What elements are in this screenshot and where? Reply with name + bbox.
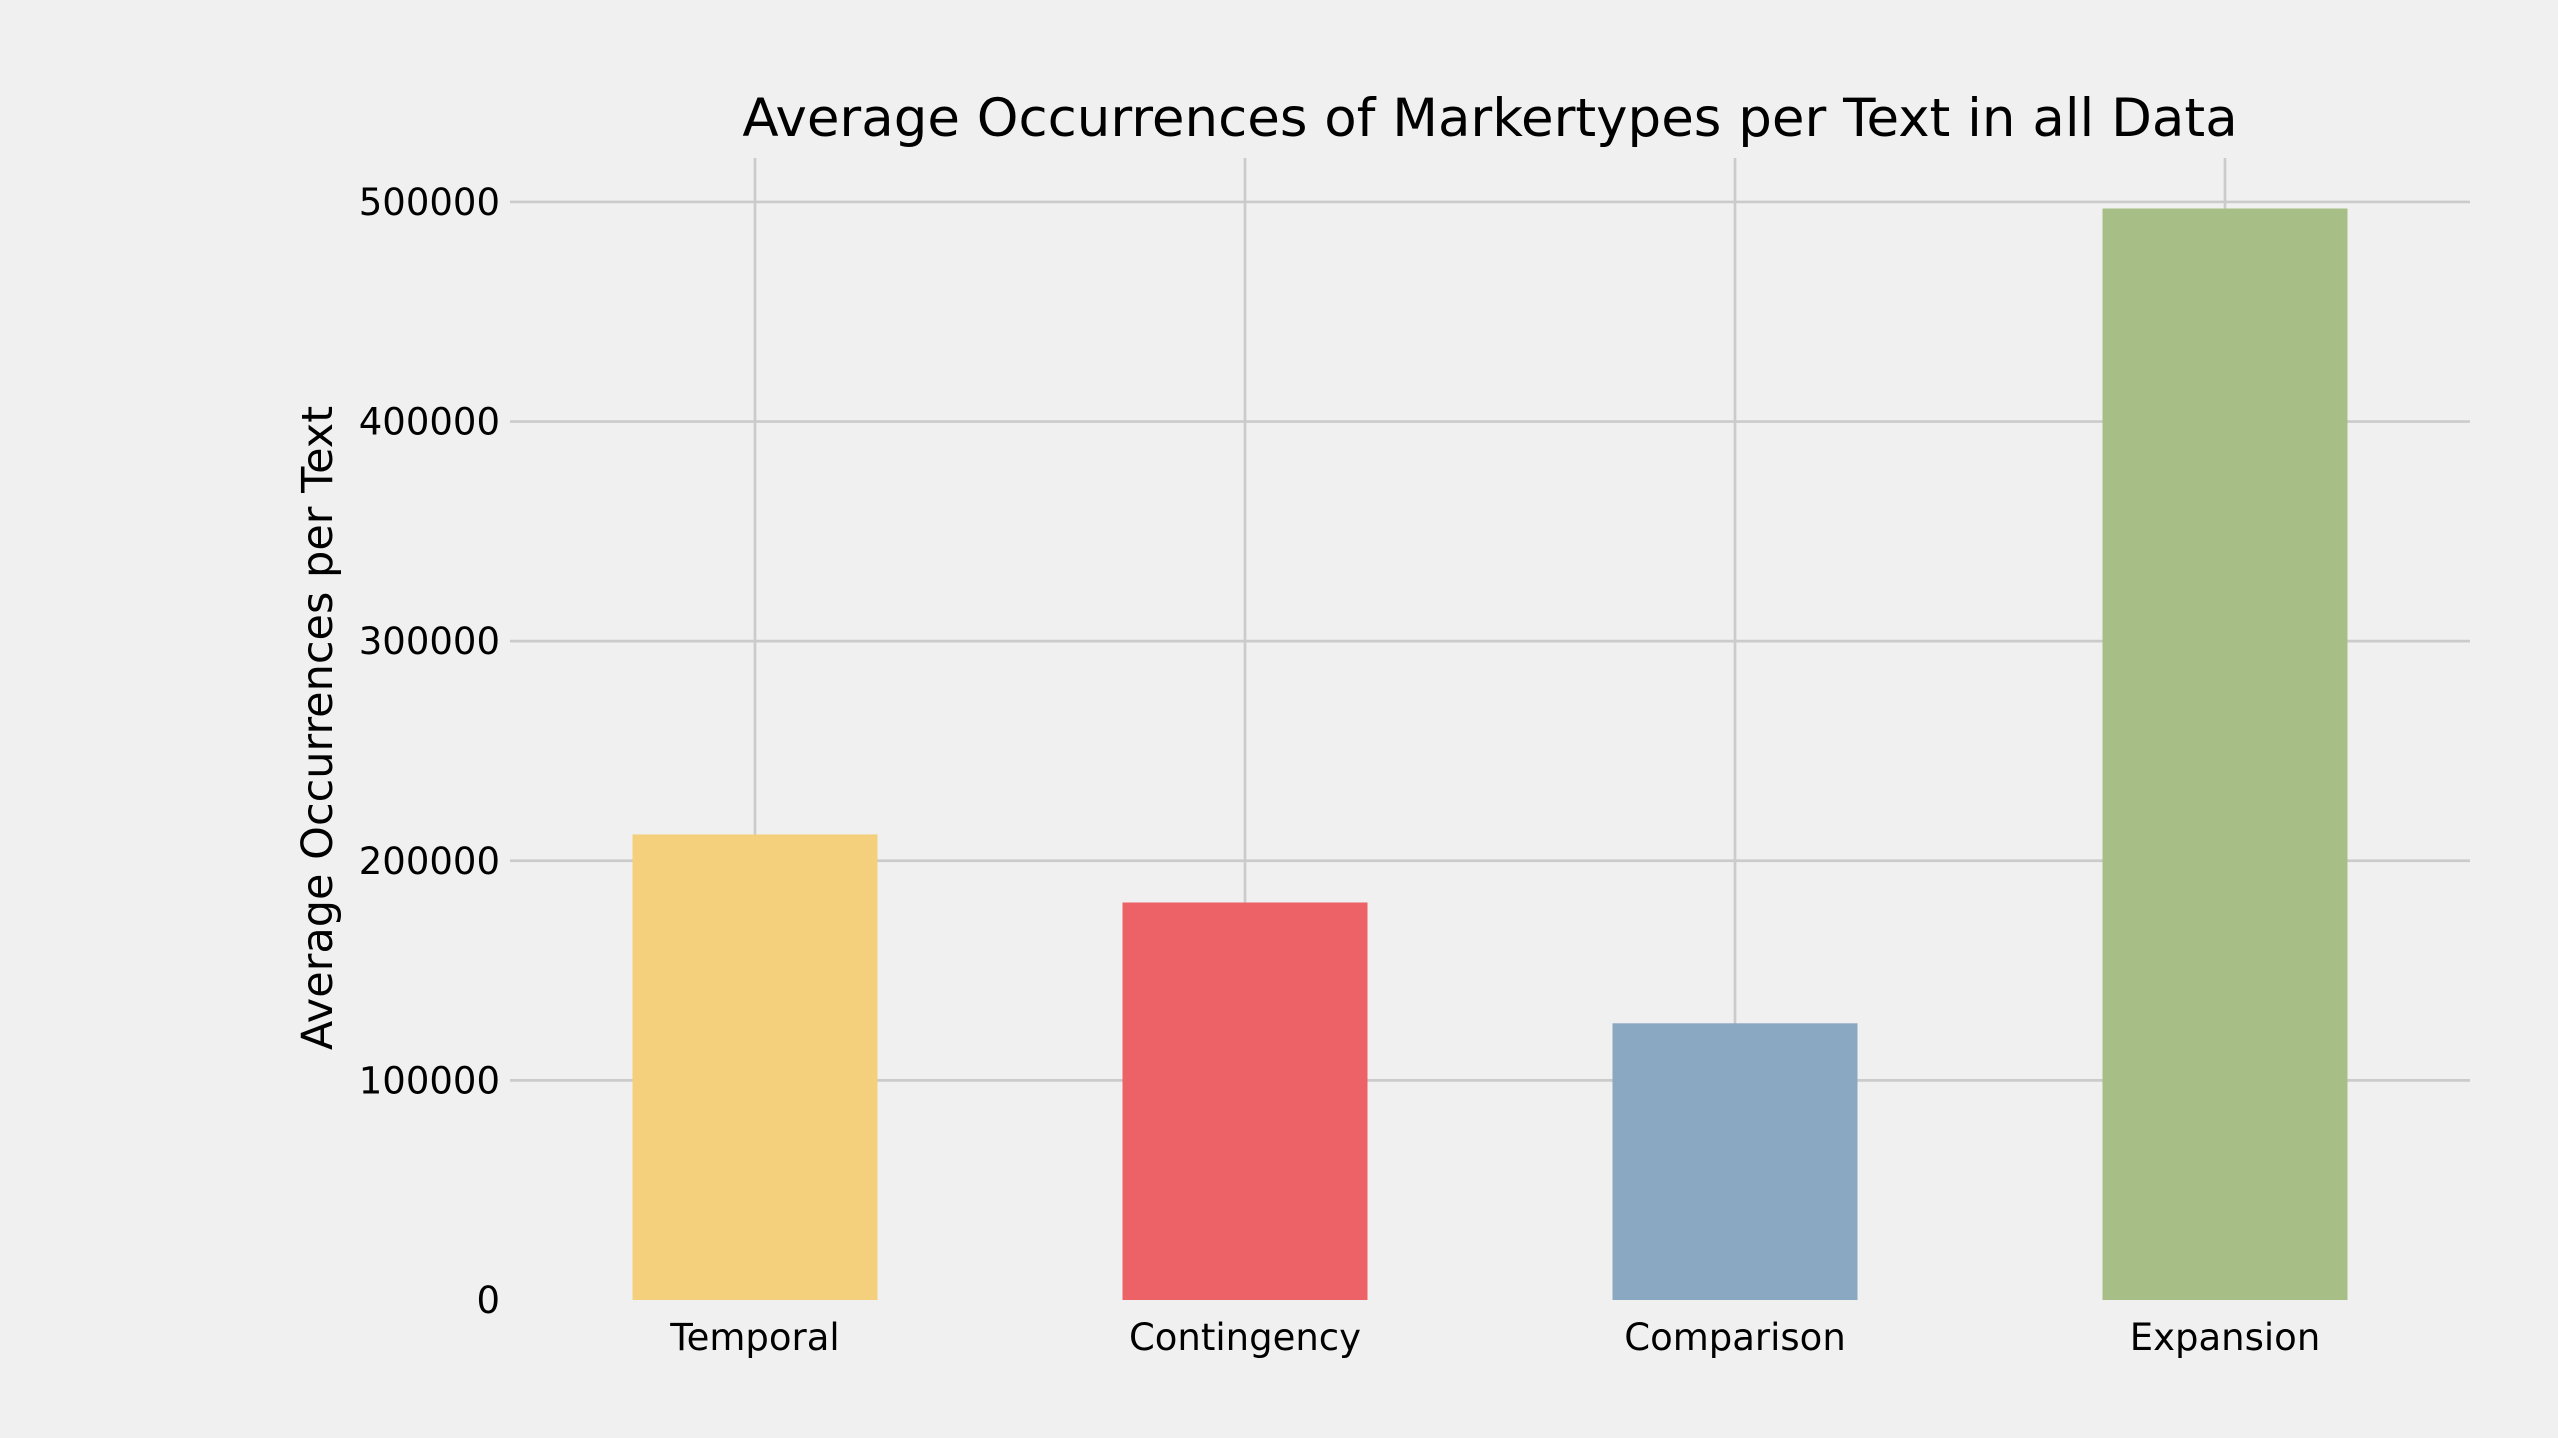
x-tick-label: Comparison (1624, 1316, 1846, 1359)
y-tick-label: 500000 (359, 181, 500, 224)
bar-comparison (1612, 1023, 1858, 1300)
y-tick-label: 200000 (359, 840, 500, 883)
bar-contingency (1122, 902, 1368, 1300)
bar-layer (632, 208, 2348, 1301)
y-tick-label: 100000 (359, 1059, 500, 1102)
y-tick-label: 300000 (359, 620, 500, 663)
y-tick-label: 400000 (359, 401, 500, 444)
chart-title: Average Occurrences of Markertypes per T… (742, 88, 2237, 149)
y-tick-labels: 0 100000 200000 300000 400000 500000 (359, 181, 500, 1322)
x-tick-label: Expansion (2130, 1316, 2321, 1359)
bar-temporal (632, 834, 878, 1300)
x-tick-label: Contingency (1129, 1316, 1361, 1359)
x-tick-label: Temporal (669, 1316, 839, 1359)
x-tick-labels: Temporal Contingency Comparison Expansion (669, 1316, 2320, 1359)
y-tick-label: 0 (476, 1279, 500, 1322)
bar-expansion (2102, 208, 2348, 1301)
y-axis-label: Average Occurrences per Text (293, 406, 343, 1050)
